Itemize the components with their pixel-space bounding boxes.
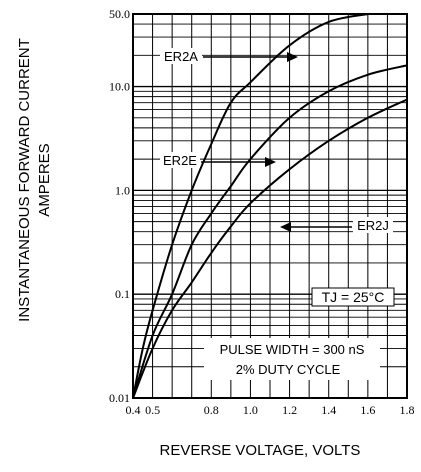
duty-cycle-label: 2% DUTY CYCLE [236,362,341,377]
label-er2e: ER2E [163,153,197,168]
series-line-er2e [132,64,408,399]
series-line-er2j [132,98,408,399]
tj-label: TJ = 25°C [322,289,385,305]
arrow-er2e-head [265,157,276,167]
y-tick-label: 0.1 [115,287,130,301]
x-tick-label: 1.4 [321,403,336,417]
label-er2j: ER2J [357,218,389,233]
label-er2a: ER2A [164,49,198,64]
y-axis-label: INSTANTANEOUS FORWARD CURRENT AMPERES [6,30,56,390]
x-tick-label: 0.8 [204,403,219,417]
y-tick-label: 0.01 [109,391,130,405]
y-tick-label: 50.0 [109,7,130,21]
series-line-er2a [132,13,369,399]
x-axis-label: REVERSE VOLTAGE, VOLTS [159,442,361,459]
x-tick-label: 0.5 [145,403,160,417]
x-tick-label: 1.8 [400,403,415,417]
plot-frame [132,13,408,399]
y-tick-label: 10.0 [109,80,130,94]
pulse-box [204,338,380,380]
label-er2j-bg [353,217,393,233]
x-tick-label: 1.2 [282,403,297,417]
x-tick-label: 1.6 [360,403,375,417]
arrow-er2a-head [287,52,298,62]
y-tick-label: 1.0 [115,183,130,197]
label-er2e-bg [160,152,200,168]
y-tick-labels: 0.01 0.1 1.0 10.0 50.0 [109,7,130,405]
x-tick-label: 1.0 [243,403,258,417]
arrow-er2j-head [280,222,291,232]
x-tick-labels: 0.4 0.5 0.8 1.0 1.2 1.4 1.6 1.8 [126,403,415,417]
pulse-width-label: PULSE WIDTH = 300 nS [220,342,365,357]
curves [132,13,408,399]
label-er2a-bg [160,48,202,64]
x-tick-label: 0.4 [126,403,141,417]
tj-box [311,287,395,307]
annotations: ER2A ER2E ER2J TJ = 25°C PULSE WIDTH = 300 n… [160,48,395,380]
y-axis-label-line-1: INSTANTANEOUS FORWARD CURRENT [16,38,33,322]
y-axis-label-line-2: AMPERES [36,143,53,217]
